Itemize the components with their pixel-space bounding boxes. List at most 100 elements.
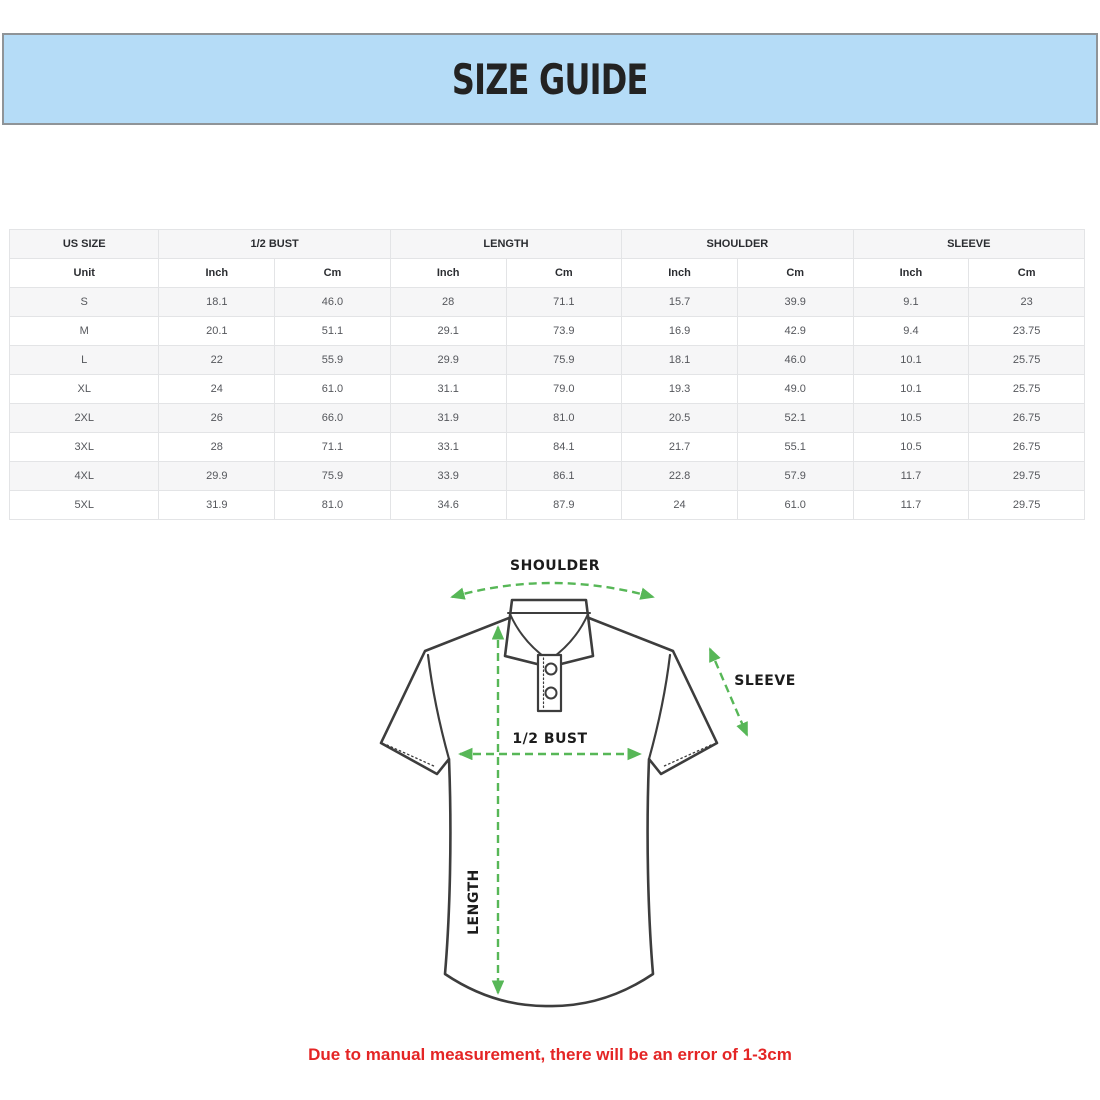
size-label: S [8,287,160,317]
measurement-cell: 33.1 [389,432,507,462]
measurement-cell: 86.1 [505,461,623,491]
measurement-disclaimer: Due to manual measurement, there will be… [308,1045,792,1064]
table-row-4xl: 4XL 29.9 75.9 33.9 86.1 22.8 57.9 11.7 29.75 [8,461,1085,491]
table-row-2xl: 2XL 26 66.0 31.9 81.0 20.5 52.1 10.5 26.75 [8,403,1085,433]
measurement-cell: 10.1 [852,345,970,375]
length-label: LENGTH [466,869,482,935]
shirt-outline [379,598,719,1008]
measurement-cell: 71.1 [505,287,623,317]
sleeve-arrow [708,647,749,737]
measurement-cell: 29.75 [968,490,1085,520]
measurement-cell: 46.0 [736,345,854,375]
measurement-cell: 52.1 [736,403,854,433]
measurement-cell: 10.5 [852,403,970,433]
measurement-cell: 57.9 [736,461,854,491]
unit-header-cm-2: Cm [274,258,391,288]
measurement-cell: 22.8 [621,461,738,491]
measurement-cell: 34.6 [389,490,507,520]
measurement-cell: 9.4 [852,316,970,346]
size-label: 4XL [8,461,160,491]
shoulder-arrow [450,581,655,600]
column-group-1-2-bust: 1/2 BUST [158,229,391,259]
measurement-cell: 61.0 [736,490,854,520]
table-row-m: M 20.1 51.1 29.1 73.9 16.9 42.9 9.4 23.75 [8,316,1085,346]
size-guide-banner: SIZE GUIDE [2,33,1098,125]
size-label: 3XL [8,432,160,462]
table-row-xl: XL 24 61.0 31.1 79.0 19.3 49.0 10.1 25.75 [8,374,1085,404]
right-armhole-seam [647,653,672,761]
polo-shirt-diagram-svg: SHOULDER SLEEVE 1/2 BUST LENGTH [379,558,796,1008]
measurement-cell: 75.9 [505,345,623,375]
unit-header-inch-7: Inch [852,258,970,288]
page-title: SIZE GUIDE [452,54,648,104]
left-armhole-seam [426,653,451,761]
measurement-cell: 16.9 [621,316,738,346]
measurement-cell: 66.0 [274,403,391,433]
left-cuff-stitch [386,744,437,768]
size-label: L [8,345,160,375]
button-top [544,662,558,676]
sleeve-label: SLEEVE [734,673,796,689]
measurement-cell: 81.0 [505,403,623,433]
right-cuff-stitch [661,744,712,768]
table-row-l: L 22 55.9 29.9 75.9 18.1 46.0 10.1 25.75 [8,345,1085,375]
measurement-cell: 26.75 [968,432,1085,462]
size-label: 5XL [8,490,160,520]
measurement-cell: 55.1 [736,432,854,462]
column-group-us-size: US SIZE [8,229,160,259]
column-group-shoulder: SHOULDER [621,229,854,259]
size-table: US SIZE 1/2 BUST LENGTH SHOULDER SLEEVE Unit… [8,229,1086,520]
collar [503,598,595,669]
measurement-cell: 31.1 [389,374,507,404]
measurement-cell: 9.1 [852,287,970,317]
unit-header-row: Unit Inch Cm Inch Cm Inch Cm Inch Cm [8,258,1085,288]
measurement-cell: 31.9 [389,403,507,433]
measurement-cell: 49.0 [736,374,854,404]
shirt-measurement-diagram: SHOULDER SLEEVE 1/2 BUST LENGTH [370,545,810,1035]
measurement-cell: 24 [621,490,738,520]
measurement-cell: 22 [158,345,276,375]
group-header-row: US SIZE 1/2 BUST LENGTH SHOULDER SLEEVE [8,229,1086,259]
measurement-cell: 51.1 [274,316,391,346]
table-row-s: S 18.1 46.0 28 71.1 15.7 39.9 9.1 23 [8,287,1085,317]
measurement-cell: 20.1 [158,316,276,346]
measurement-cell: 42.9 [736,316,854,346]
measurement-cell: 19.3 [621,374,738,404]
unit-header-inch-1: Inch [158,258,276,288]
measurement-cell: 26 [158,403,276,433]
size-label: M [8,316,160,346]
button-bottom [544,686,558,700]
measurement-cell: 20.5 [621,403,738,433]
shoulder-label: SHOULDER [510,558,600,574]
size-label: XL [8,374,160,404]
measurement-cell: 31.9 [158,490,276,520]
unit-header: Unit [8,258,160,288]
measurement-cell: 10.1 [852,374,970,404]
size-table-body: S 18.1 46.0 28 71.1 15.7 39.9 9.1 23 M 20.1 51.1 29.… [8,287,1085,520]
table-row-5xl: 5XL 31.9 81.0 34.6 87.9 24 61.0 11.7 29.75 [8,490,1085,520]
unit-header-cm-8: Cm [968,258,1085,288]
measurement-arrows [450,581,749,995]
measurement-cell: 81.0 [274,490,391,520]
size-table-head: US SIZE 1/2 BUST LENGTH SHOULDER SLEEVE Unit… [8,229,1086,288]
column-group-length: LENGTH [389,229,623,259]
measurement-cell: 18.1 [621,345,738,375]
measurement-cell: 25.75 [968,374,1085,404]
measurement-cell: 29.1 [389,316,507,346]
measurement-cell: 24 [158,374,276,404]
measurement-cell: 84.1 [505,432,623,462]
measurement-cell: 33.9 [389,461,507,491]
measurement-cell: 29.75 [968,461,1085,491]
measurement-cell: 23.75 [968,316,1085,346]
bust-label: 1/2 BUST [512,731,587,747]
measurement-cell: 61.0 [274,374,391,404]
measurement-cell: 28 [158,432,276,462]
shirt-body [379,616,719,1008]
measurement-cell: 28 [389,287,507,317]
measurement-cell: 29.9 [158,461,276,491]
measurement-cell: 10.5 [852,432,970,462]
unit-header-cm-4: Cm [505,258,623,288]
unit-header-inch-5: Inch [621,258,738,288]
measurement-cell: 11.7 [852,461,970,491]
measurement-cell: 18.1 [158,287,276,317]
